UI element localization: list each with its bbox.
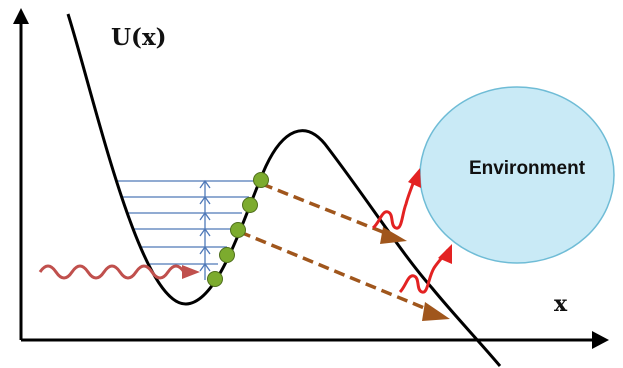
- state-dot-icon: [242, 197, 258, 213]
- tunneling-arrowhead-icon: [380, 227, 407, 244]
- pump-wave-line: [38, 264, 186, 280]
- potential-curve: [66, 13, 502, 367]
- state-dot-icon: [230, 222, 246, 238]
- pump-wave: [38, 264, 200, 280]
- emission-wave: [398, 249, 450, 294]
- y-axis-arrowhead-icon: [13, 8, 29, 24]
- tunneling-arrowhead-icon: [422, 302, 450, 321]
- emission-wave: [371, 175, 418, 230]
- emission-arrowhead-icon: [408, 168, 421, 188]
- tunneling-arrow: [261, 182, 394, 238]
- axes: [13, 8, 609, 349]
- state-dot-icon: [207, 271, 223, 287]
- tunneling-arrow: [239, 230, 435, 314]
- up-arrow-icon: [199, 245, 211, 255]
- state-dot-icon: [219, 247, 235, 263]
- potential-label: U(x): [111, 24, 167, 51]
- x-axis-arrowhead-icon: [592, 331, 609, 349]
- tunneling-arrows: [239, 182, 450, 321]
- emission-arrowhead-icon: [438, 244, 452, 264]
- up-arrow-icon: [199, 227, 211, 237]
- up-arrow-icon: [199, 262, 211, 272]
- excitation-ladder: [199, 179, 211, 280]
- environment: Environment: [419, 86, 615, 264]
- up-arrow-icon: [199, 195, 211, 205]
- environment-label: Environment: [469, 158, 586, 179]
- up-arrow-icon: [199, 211, 211, 221]
- pump-arrowhead-icon: [182, 265, 200, 279]
- state-dot-icon: [253, 172, 269, 188]
- quantum-states: [207, 172, 269, 287]
- emission-waves: [371, 168, 452, 294]
- energy-levels: [117, 180, 258, 265]
- x-axis-label: x: [554, 291, 568, 317]
- up-arrow-icon: [199, 179, 211, 189]
